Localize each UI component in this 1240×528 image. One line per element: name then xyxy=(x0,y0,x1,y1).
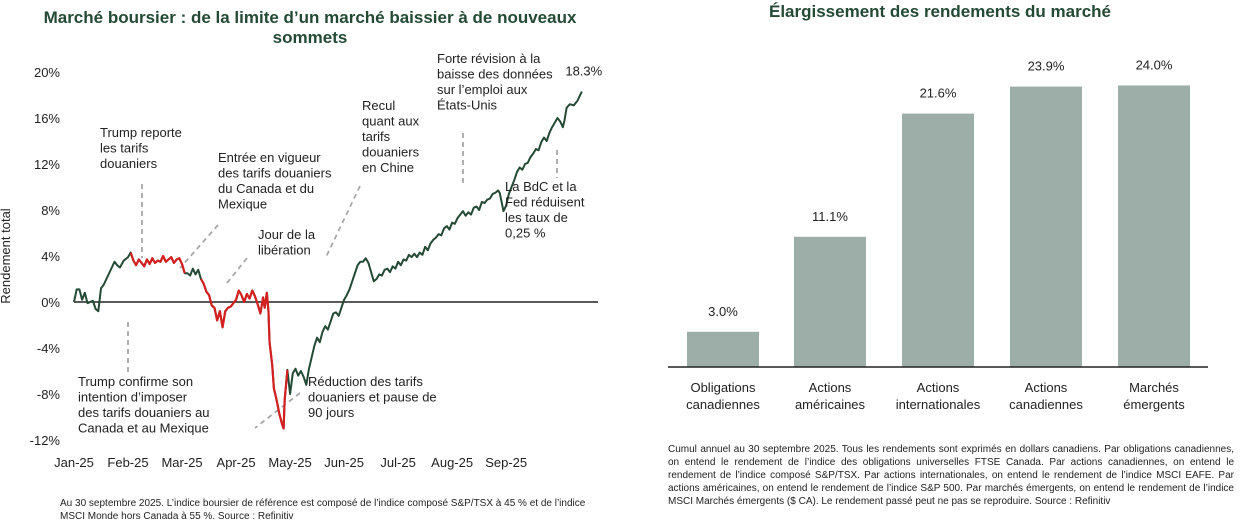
category-label: émergents xyxy=(1123,397,1185,412)
annotation-text: quant aux xyxy=(362,114,420,129)
x-tick-label: Jan-25 xyxy=(54,455,94,470)
category-label: Obligations xyxy=(690,380,756,395)
bar-value-label: 24.0% xyxy=(1136,57,1173,72)
category-label: internationales xyxy=(896,397,981,412)
category-label: Actions xyxy=(809,380,852,395)
category-label: canadiennes xyxy=(1009,397,1083,412)
annotation-text: baisse des données xyxy=(437,67,553,82)
bar-chart-footnote: Cumul annuel au 30 septembre 2025. Tous … xyxy=(668,444,1234,507)
annotation-text: 90 jours xyxy=(308,405,355,420)
bar-value-label: 23.9% xyxy=(1028,59,1065,74)
category-label: Actions xyxy=(917,380,960,395)
annotation-text: La BdC et la xyxy=(505,179,577,194)
annotation-text: Réduction des tarifs xyxy=(308,374,423,389)
x-tick-label: Mar-25 xyxy=(161,455,202,470)
annotation-text: Forte révision à la xyxy=(437,51,541,66)
annotation-text: tarifs xyxy=(362,129,391,144)
annotation-text: du Canada et du xyxy=(218,181,314,196)
bar-value-label: 11.1% xyxy=(812,209,848,224)
x-tick-label: Jul-25 xyxy=(380,455,415,470)
x-tick-label: Aug-25 xyxy=(431,455,473,470)
category-label: Marchés xyxy=(1129,380,1179,395)
annotation-text: des tarifs douaniers au xyxy=(78,405,210,420)
annotation-text: les tarifs xyxy=(100,141,149,156)
y-tick-label: 8% xyxy=(41,203,60,218)
annotation-leader-line xyxy=(226,257,248,284)
y-tick-label: 4% xyxy=(41,249,60,264)
annotation-text: en Chine xyxy=(362,160,414,175)
bar-value-label: 21.6% xyxy=(920,86,957,101)
y-tick-label: 16% xyxy=(34,111,60,126)
category-label: Actions xyxy=(1025,380,1068,395)
annotation-text: Fed réduisent xyxy=(505,195,585,210)
bar-value-label: 3.0% xyxy=(708,304,738,319)
annotation-text: Jour de la xyxy=(258,227,316,242)
y-axis-label: Rendement total xyxy=(0,208,13,304)
bar-1 xyxy=(794,236,866,367)
x-tick-label: May-25 xyxy=(268,455,311,470)
x-tick-label: Jun-25 xyxy=(324,455,364,470)
bar-chart-title: Élargissement des rendements du marché xyxy=(768,2,1112,21)
y-tick-label: 20% xyxy=(34,65,60,80)
y-tick-label: -8% xyxy=(37,387,61,402)
line-chart-footnote: Au 30 septembre 2025. L’indice boursier … xyxy=(60,498,586,522)
annotation-text: douaniers et pause de xyxy=(308,390,437,405)
annotation-leader-line xyxy=(254,392,301,429)
y-tick-label: -4% xyxy=(37,341,61,356)
annotation-leader-line xyxy=(325,185,361,258)
annotation-text: les taux de xyxy=(505,210,568,225)
annotation-leader-line xyxy=(179,224,219,269)
annotation-text: Entrée en vigueur xyxy=(218,150,321,165)
bar-2 xyxy=(902,113,974,367)
y-tick-label: 12% xyxy=(34,157,60,172)
line-chart-title: Marché boursier : de la limite d’un marc… xyxy=(43,8,577,47)
bar-4 xyxy=(1118,85,1190,367)
x-tick-label: Feb-25 xyxy=(107,455,148,470)
annotation-text: douaniers xyxy=(100,156,158,171)
annotation-text: des tarifs douaniers xyxy=(218,166,332,181)
annotation-text: sur l’emploi aux xyxy=(437,82,528,97)
end-value-label: 18.3% xyxy=(565,64,602,79)
annotation-text: Mexique xyxy=(218,197,267,212)
annotation-text: Recul xyxy=(362,98,395,113)
annotation-text: intention d’imposer xyxy=(78,390,188,405)
bar-3 xyxy=(1010,86,1082,367)
annotation-text: États-Unis xyxy=(437,98,497,113)
annotation-text: Trump reporte xyxy=(100,125,182,140)
y-tick-label: 0% xyxy=(41,295,60,310)
category-label: américaines xyxy=(795,397,866,412)
annotation-text: 0,25 % xyxy=(505,226,546,241)
bar-0 xyxy=(687,331,759,367)
x-tick-label: Apr-25 xyxy=(217,455,256,470)
x-tick-label: Sep-25 xyxy=(485,455,527,470)
annotation-text: Canada et au Mexique xyxy=(78,421,209,436)
line-chart: 20% 16% 12% 8% 4% 0% -4% -8% -12% Jan-25 Feb-25 Mar… xyxy=(0,51,603,470)
y-tick-label: -12% xyxy=(30,433,61,448)
annotation-text: libération xyxy=(258,243,311,258)
annotation-text: douaniers xyxy=(362,145,420,160)
annotation-text: Trump confirme son xyxy=(78,374,193,389)
category-label: canadiennes xyxy=(686,397,760,412)
line-series-highlight-segment xyxy=(199,278,289,430)
line-series-highlight-segment xyxy=(129,252,186,274)
bar-chart: 3.0% Obligations canadiennes 11.1% Actions am… xyxy=(668,57,1208,412)
